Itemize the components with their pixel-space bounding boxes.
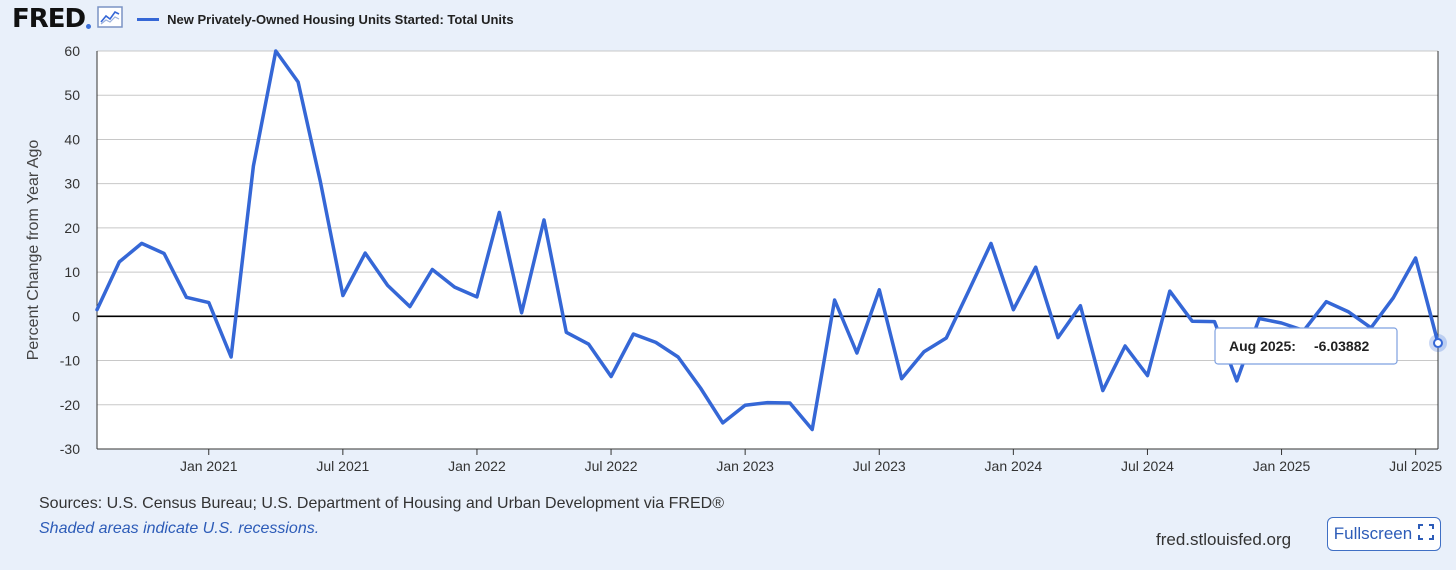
- tooltip-box: [1214, 327, 1398, 365]
- y-axis-label: Percent Change from Year Ago: [25, 140, 42, 361]
- y-tick-label: 10: [64, 264, 80, 280]
- y-tick-label: -20: [60, 397, 80, 413]
- x-axis: Jan 2021 Jul 2021 Jan 2022 Jul 2022 Jan 2023…: [180, 449, 1442, 474]
- y-tick-label: 0: [72, 308, 80, 324]
- x-tick-label: Jan 2021: [180, 458, 238, 474]
- legend-line-swatch: [137, 17, 160, 21]
- x-tick-label: Jan 2023: [716, 458, 774, 474]
- y-tick-label: -30: [60, 441, 80, 457]
- recession-note: Shaded areas indicate U.S. recessions.: [39, 520, 320, 537]
- x-tick-label: Jul 2022: [585, 458, 638, 474]
- y-tick-label: 20: [64, 220, 80, 236]
- fullscreen-icon: [1418, 523, 1435, 545]
- graph-icon[interactable]: [97, 5, 123, 33]
- chart-header: FRED New Privately-Owned Housing Units S…: [12, 4, 514, 34]
- x-tick-label: Jul 2025: [1389, 458, 1442, 474]
- site-link[interactable]: fred.stlouisfed.org: [1156, 530, 1292, 549]
- tooltip-value: -6.03882: [1314, 338, 1369, 354]
- y-tick-label: 50: [64, 87, 80, 103]
- y-tick-label: -10: [60, 353, 80, 369]
- tooltip-label: Aug 2025:: [1229, 338, 1296, 354]
- sources-text: Sources: U.S. Census Bureau; U.S. Depart…: [39, 495, 724, 512]
- fred-logo[interactable]: FRED: [12, 4, 86, 34]
- x-tick-label: Jul 2024: [1121, 458, 1174, 474]
- y-tick-label: 30: [64, 176, 80, 192]
- series-group: [95, 49, 1447, 432]
- y-tick-label: 60: [64, 43, 80, 59]
- x-tick-label: Jul 2023: [853, 458, 906, 474]
- fullscreen-button[interactable]: Fullscreen: [1327, 517, 1441, 551]
- tooltip: Aug 2025: -6.03882: [1214, 327, 1398, 365]
- hover-point: [1433, 338, 1443, 349]
- x-tick-label: Jul 2021: [316, 458, 369, 474]
- y-axis: 60 50 40 30 20 10 0 -10 -20 -30: [60, 43, 80, 457]
- x-tick-label: Jan 2022: [448, 458, 506, 474]
- plot-area: [97, 51, 1438, 449]
- y-tick-label: 40: [64, 131, 80, 147]
- x-tick-label: Jan 2024: [985, 458, 1043, 474]
- logo-dot: [86, 23, 92, 29]
- series-title: New Privately-Owned Housing Units Starte…: [167, 11, 514, 27]
- fullscreen-label: Fullscreen: [1333, 524, 1413, 543]
- x-tick-label: Jan 2025: [1253, 458, 1311, 474]
- series-line: [95, 49, 1440, 432]
